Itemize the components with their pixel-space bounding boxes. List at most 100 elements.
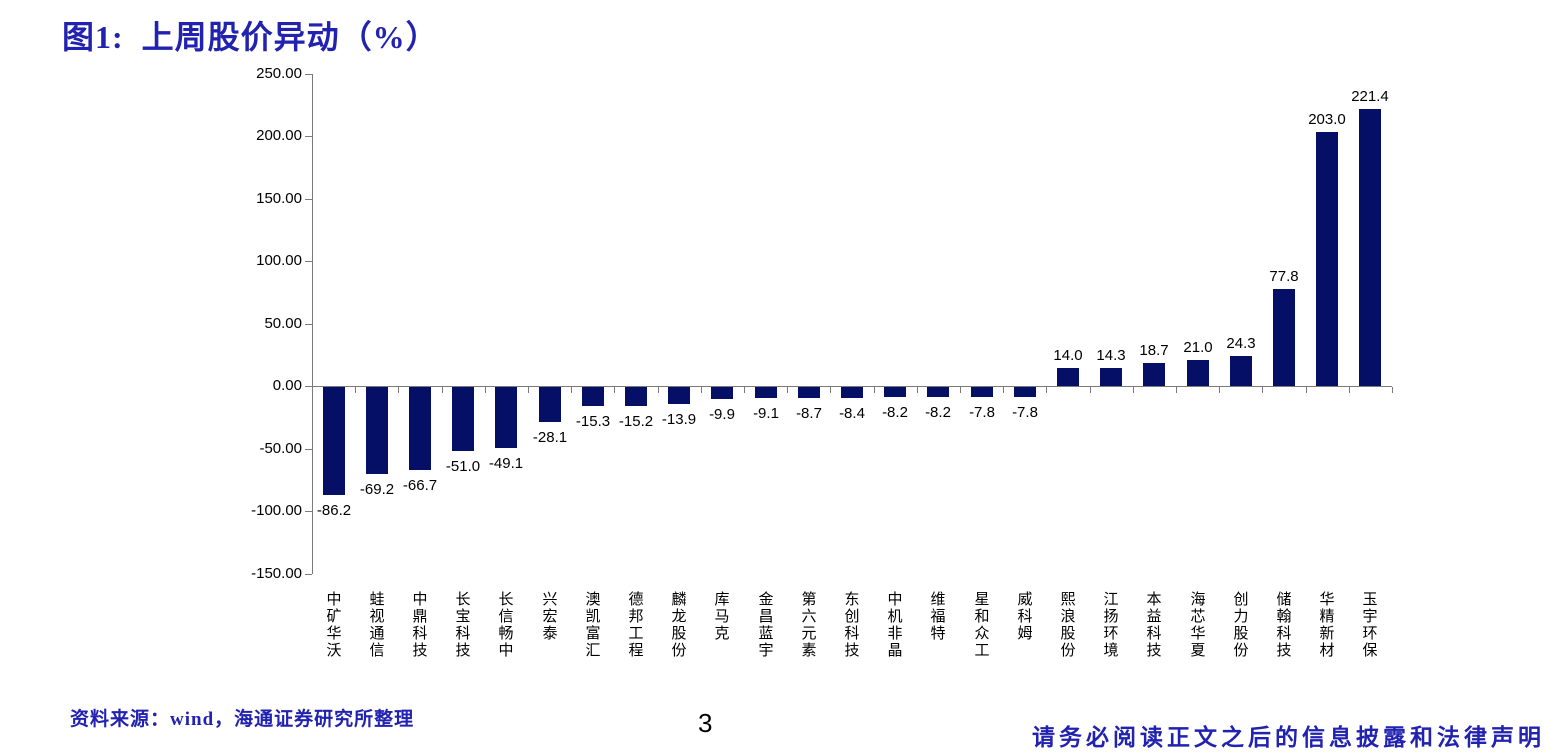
disclaimer-text: 请务必阅读正文之后的信息披露和法律声明: [1032, 725, 1545, 750]
y-axis-label: 0.00: [272, 377, 302, 394]
bar: [927, 387, 949, 397]
y-axis-label: 150.00: [256, 190, 302, 207]
y-axis-tick: [305, 511, 312, 512]
category-char: 科: [412, 626, 428, 642]
category-char: 工: [628, 626, 644, 642]
category-char: 本: [1146, 592, 1162, 608]
category-char: 环: [1362, 626, 1378, 642]
y-axis-tick: [305, 261, 312, 262]
category-char: 精: [1319, 609, 1335, 625]
category-char: 蓝: [758, 626, 774, 642]
x-axis-tick: [1219, 387, 1220, 393]
category-char: 中: [326, 592, 342, 608]
bar: [1273, 289, 1295, 386]
bar-value-label: 203.0: [1308, 111, 1346, 128]
category-char: 益: [1146, 609, 1162, 625]
x-axis-tick: [1176, 387, 1177, 393]
category-label: 本益科技: [1132, 592, 1176, 660]
category-label: 江扬环境: [1089, 592, 1133, 660]
x-axis-tick: [1133, 387, 1134, 393]
bar: [1143, 363, 1165, 386]
x-axis-tick: [1046, 387, 1047, 393]
category-char: 昌: [758, 609, 774, 625]
x-axis-tick: [1392, 387, 1393, 393]
bar: [971, 387, 993, 397]
bar-value-label: 221.4: [1351, 88, 1389, 105]
bar-value-label: 14.3: [1096, 347, 1126, 364]
x-axis-tick: [744, 387, 745, 393]
category-char: 江: [1103, 592, 1119, 608]
bar: [841, 387, 863, 398]
category-char: 东: [844, 592, 860, 608]
category-char: 宇: [1362, 609, 1378, 625]
category-label: 第六元素: [787, 592, 831, 660]
category-char: 技: [1276, 643, 1292, 659]
category-char: 马: [714, 609, 730, 625]
category-char: 信: [498, 609, 514, 625]
category-char: 科: [844, 626, 860, 642]
category-char: 兴: [542, 592, 558, 608]
x-axis-tick: [355, 387, 356, 393]
x-axis-tick: [917, 387, 918, 393]
category-char: 芯: [1190, 609, 1206, 625]
x-axis-tick: [485, 387, 486, 393]
category-char: 星: [974, 592, 990, 608]
category-char: 威: [1017, 592, 1033, 608]
y-axis-label: 50.00: [264, 315, 302, 332]
bar: [366, 387, 388, 474]
category-label: 中鼎科技: [398, 592, 442, 660]
bar-value-label: -7.8: [1012, 404, 1038, 421]
category-label: 金昌蓝宇: [744, 592, 788, 660]
bar: [1057, 368, 1079, 386]
category-char: 库: [714, 592, 730, 608]
x-axis-tick: [528, 387, 529, 393]
category-label: 蛙视通信: [355, 592, 399, 660]
category-char: 中: [498, 643, 514, 659]
bar: [452, 387, 474, 451]
x-axis-tick: [787, 387, 788, 393]
category-char: 创: [1233, 592, 1249, 608]
category-char: 科: [1146, 626, 1162, 642]
category-char: 富: [585, 626, 601, 642]
x-axis-tick: [1349, 387, 1350, 393]
bar: [884, 387, 906, 397]
bar-value-label: -8.4: [839, 405, 865, 422]
category-char: 环: [1103, 626, 1119, 642]
category-char: 股: [1233, 626, 1249, 642]
bar-value-label: -13.9: [661, 411, 697, 428]
category-label: 海芯华夏: [1176, 592, 1220, 660]
category-char: 华: [1319, 592, 1335, 608]
y-axis-label: 250.00: [256, 65, 302, 82]
category-label: 熙浪股份: [1046, 592, 1090, 660]
category-char: 信: [369, 643, 385, 659]
category-char: 创: [844, 609, 860, 625]
category-label: 创力股份: [1219, 592, 1263, 660]
category-char: 浪: [1060, 609, 1076, 625]
y-axis-tick: [305, 574, 312, 575]
category-label: 长信畅中: [484, 592, 528, 660]
bar: [625, 387, 647, 406]
category-char: 技: [844, 643, 860, 659]
bar-value-label: -9.1: [753, 405, 779, 422]
category-char: 姆: [1017, 626, 1033, 642]
bar-value-label: -28.1: [532, 429, 568, 446]
x-axis-tick: [1306, 387, 1307, 393]
bar: [1100, 368, 1122, 386]
category-char: 金: [758, 592, 774, 608]
x-axis-tick: [312, 387, 313, 393]
category-char: 工: [974, 643, 990, 659]
category-char: 邦: [628, 609, 644, 625]
category-char: 技: [455, 643, 471, 659]
y-axis-tick: [305, 386, 312, 387]
bar: [1359, 109, 1381, 386]
category-char: 鼎: [412, 609, 428, 625]
y-axis-tick: [305, 199, 312, 200]
y-axis-tick: [305, 136, 312, 137]
bar-value-label: 77.8: [1269, 268, 1299, 285]
bar: [495, 387, 517, 448]
category-char: 宏: [542, 609, 558, 625]
x-axis-tick: [1003, 387, 1004, 393]
bar-value-label: -15.2: [618, 413, 654, 430]
category-char: 海: [1190, 592, 1206, 608]
category-char: 材: [1319, 643, 1335, 659]
